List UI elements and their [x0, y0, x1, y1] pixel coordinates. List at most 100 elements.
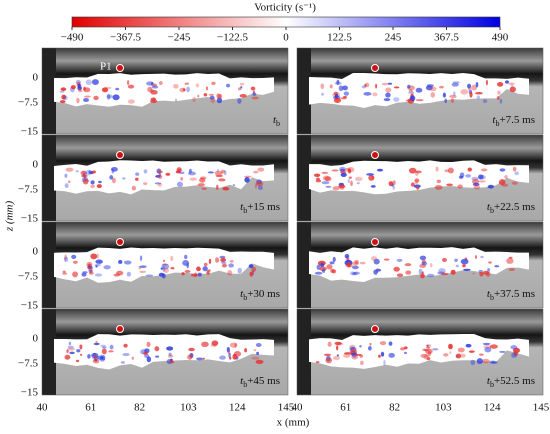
y-tick-label: −7.5 — [18, 271, 38, 283]
vortex-blob — [170, 267, 175, 270]
vortex-blob — [426, 346, 431, 349]
vortex-blob — [92, 358, 100, 364]
vortex-blob — [109, 344, 114, 350]
vortex-blob — [176, 181, 184, 187]
vortex-blob — [101, 87, 109, 93]
vortex-blob — [197, 183, 205, 187]
vortex-blob — [511, 352, 518, 358]
panel-time-base: t — [487, 201, 491, 213]
vortex-blob — [410, 182, 415, 187]
vortex-blob — [94, 273, 103, 277]
vortex-blob — [347, 179, 350, 184]
vortex-blob — [102, 346, 107, 349]
vortex-blob — [435, 166, 439, 172]
panel-time-suffix: +7.5 ms — [499, 114, 535, 126]
probe-point — [371, 151, 379, 159]
vortex-blob — [192, 96, 196, 103]
panel-time-sub: b — [276, 119, 280, 128]
vortex-blob — [209, 95, 215, 100]
vortex-blob — [439, 85, 444, 89]
vortex-blob — [139, 265, 147, 269]
vortex-blob — [182, 88, 186, 91]
x-tick-label: 40 — [37, 402, 49, 414]
panel-dark — [297, 309, 311, 395]
vortex-blob — [426, 84, 434, 88]
vortex-blob — [188, 168, 192, 174]
panel-frame — [296, 308, 544, 396]
vortex-blob — [370, 256, 378, 261]
vortex-blob — [465, 174, 472, 178]
vortex-blob — [426, 357, 431, 361]
vortex-blob — [482, 270, 490, 275]
vortex-blob — [201, 187, 207, 190]
vortex-blob — [187, 354, 193, 360]
vortex-blob — [482, 342, 491, 346]
vortex-blob — [216, 97, 223, 104]
vortex-blob — [152, 97, 156, 102]
vortex-blob — [237, 98, 242, 104]
vortex-blob — [473, 184, 480, 190]
vortex-blob — [320, 262, 325, 268]
vortex-blob — [369, 342, 372, 346]
vortex-blob — [387, 82, 393, 85]
vortex-blob — [383, 98, 391, 102]
panel-time-base: t — [240, 375, 244, 387]
vortex-blob — [321, 92, 324, 96]
vortex-blob — [347, 168, 352, 174]
probe-label: P1 — [100, 61, 112, 73]
vortex-blob — [381, 82, 389, 86]
vortex-blob — [81, 174, 88, 178]
vortex-blob — [91, 79, 99, 86]
vortex-blob — [219, 355, 226, 360]
vortex-blob — [64, 254, 67, 261]
vortex-blob — [364, 83, 367, 87]
panel-time: tb+30 ms — [240, 288, 280, 303]
panel-dark — [297, 222, 311, 308]
vortex-blob — [321, 171, 329, 174]
vortex-blob — [512, 166, 517, 172]
x-tick-label: 82 — [134, 402, 145, 414]
vortex-blob — [320, 83, 325, 90]
x-tick-label: 124 — [229, 402, 246, 414]
vortex-blob — [315, 361, 320, 364]
vortex-blob — [98, 180, 102, 184]
vortex-blob — [122, 177, 126, 180]
x-axis-label: x (mm) — [277, 417, 310, 429]
panel-time-suffix: +45 ms — [247, 375, 280, 387]
vortex-blob — [484, 346, 492, 353]
vortex-blob — [176, 167, 182, 173]
vortex-blob — [254, 183, 257, 189]
vortex-blob — [63, 256, 69, 263]
vortex-blob — [174, 98, 178, 102]
vortex-blob — [123, 260, 132, 265]
vortex-blob — [135, 177, 139, 181]
panel-dark — [297, 48, 311, 134]
vortex-blob — [453, 91, 456, 97]
vortex-blob — [487, 184, 494, 189]
vortex-blob — [514, 171, 519, 176]
vortex-blob — [467, 87, 472, 91]
vortex-blob — [220, 257, 226, 263]
vortex-blob — [408, 91, 415, 94]
vortex-blob — [82, 271, 88, 274]
probe-point — [116, 151, 124, 159]
vortex-blob — [210, 97, 216, 104]
vortex-blob — [68, 341, 72, 346]
vortex-blob — [405, 270, 412, 275]
panel-time-suffix: +15 ms — [247, 201, 280, 213]
vortex-blob — [336, 345, 339, 351]
vortex-blob — [88, 170, 92, 175]
panel-dark — [297, 135, 311, 221]
x-tick-label: 145 — [278, 402, 295, 414]
vortex-blob — [93, 354, 97, 360]
vortex-blob — [339, 170, 347, 174]
vortex-blob — [359, 345, 362, 348]
vortex-blob — [81, 272, 87, 277]
vortex-blob — [62, 270, 66, 273]
x-tick-label: 145 — [533, 402, 550, 414]
probe-point — [371, 64, 379, 72]
vortex-blob — [167, 354, 174, 358]
panel-frame — [41, 134, 289, 222]
vortex-blob — [347, 167, 355, 173]
